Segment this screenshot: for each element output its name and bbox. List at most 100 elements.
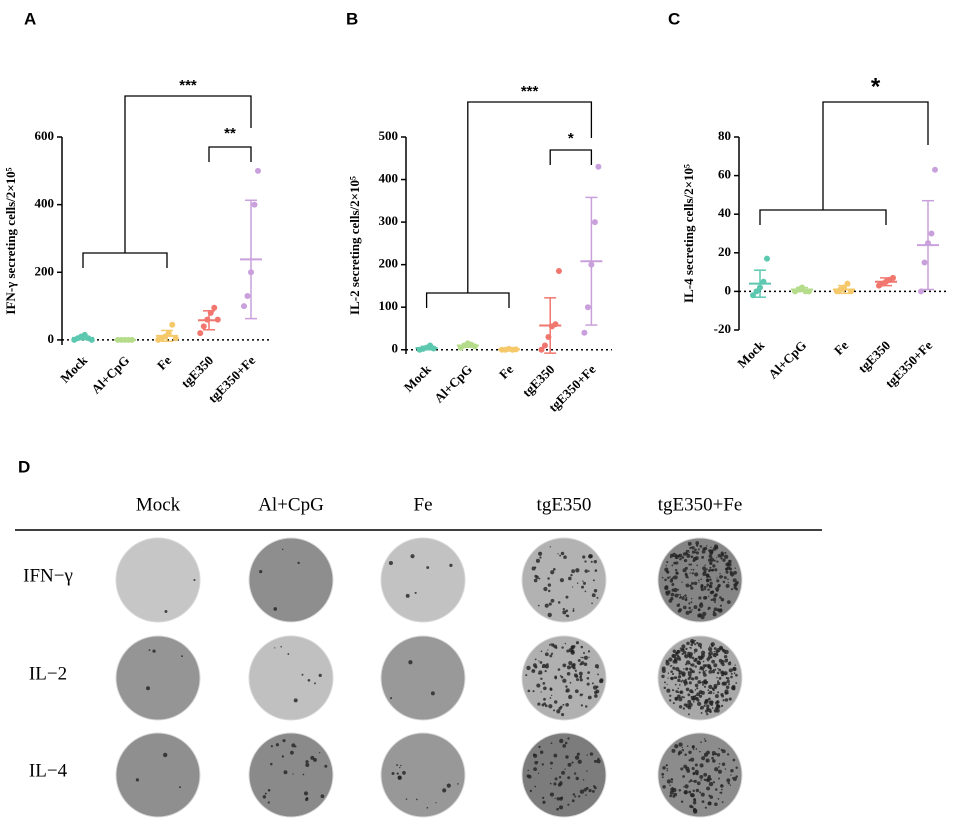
spot [562,744,567,748]
spot [544,664,549,669]
spot [710,598,713,601]
spot [728,697,732,701]
spot [549,697,552,699]
elispot-well [521,635,607,721]
spot [699,791,702,794]
spot [716,589,719,592]
spot [685,598,688,601]
spot [699,763,704,768]
spot [682,775,685,778]
data-point [197,330,204,337]
data-point [932,166,938,173]
panel-letter: C [668,9,680,28]
row-header: IL−4 [29,760,68,781]
spot [544,652,549,657]
spot [551,643,555,647]
spot [564,741,568,745]
spot [688,563,691,566]
spot [725,685,730,690]
spot [732,578,737,583]
spot [693,779,697,783]
x-tick-label: Mock [401,361,435,395]
spot [550,598,555,603]
spot [324,764,328,768]
spot [713,692,715,695]
spot [725,583,730,589]
spot [732,758,736,762]
spot [668,657,673,662]
spot [678,750,682,755]
spot [709,578,712,581]
spot [704,588,707,591]
spot [148,649,151,651]
spot [669,699,672,702]
spot [533,753,538,758]
spot [547,589,551,593]
spot [689,563,693,566]
spot [554,777,558,781]
spot [688,759,691,762]
spot [701,549,706,554]
spot [684,594,687,597]
spot [707,588,710,592]
y-tick-label: 200 [379,256,399,271]
spot [707,665,712,670]
spot [691,745,695,749]
spot [664,681,666,684]
spot [677,588,680,591]
spot [582,555,586,559]
spot [585,794,587,796]
spot [713,559,716,562]
spot [704,679,707,682]
spot [666,767,669,770]
spot [534,658,537,661]
spot [706,583,710,587]
elispot-well [115,537,201,623]
spot [594,569,598,572]
spot [694,689,697,691]
spot [685,610,690,615]
spot [688,602,691,605]
spot [550,643,552,645]
significance-bracket [549,149,593,165]
spot [548,643,551,646]
spot [682,605,687,610]
y-tick-label: 60 [718,167,731,182]
spot [707,575,710,578]
spot [549,761,553,765]
spot [583,788,587,792]
spot [735,766,738,769]
spot [719,604,723,607]
spot [691,663,695,667]
spot [674,593,679,598]
spot [591,593,596,598]
spot [259,570,263,574]
y-tick-label: 500 [379,128,399,143]
spot [714,767,719,772]
spot [539,661,543,664]
spot [670,670,673,673]
spot [583,655,589,660]
spot [262,795,267,799]
spot [582,580,584,582]
spot [688,551,690,553]
spot [587,570,590,573]
spot [726,600,731,605]
spot [689,793,694,797]
spot [581,585,585,589]
spot [547,577,550,580]
spot [692,670,695,674]
spot [704,596,708,600]
spot [400,764,402,767]
spot [569,681,572,684]
spot [733,672,736,675]
spot [734,567,736,569]
spot [712,761,715,763]
spot [588,789,592,793]
spot [572,609,575,612]
spot [698,668,701,670]
spot [597,673,599,676]
spot [566,665,571,670]
spot [712,612,717,617]
spot [565,595,569,599]
